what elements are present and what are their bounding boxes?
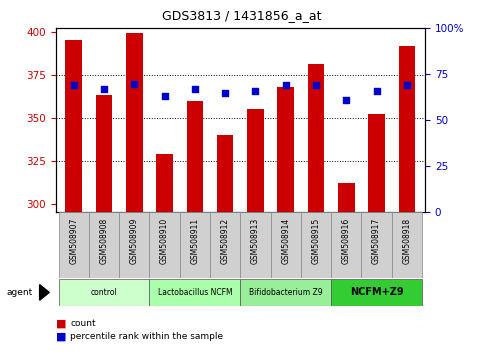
- Text: NCFM+Z9: NCFM+Z9: [350, 287, 403, 297]
- Point: [282, 82, 290, 88]
- Text: GSM508912: GSM508912: [221, 218, 229, 264]
- Text: GSM508909: GSM508909: [130, 218, 139, 264]
- Text: agent: agent: [6, 288, 32, 297]
- Point: [403, 82, 411, 88]
- Polygon shape: [40, 285, 49, 300]
- Point: [70, 82, 78, 88]
- Point: [100, 86, 108, 92]
- Point: [373, 88, 381, 94]
- Point: [342, 97, 350, 103]
- Bar: [58, 212, 89, 278]
- Text: GSM508916: GSM508916: [342, 218, 351, 264]
- Text: ■: ■: [56, 319, 66, 329]
- Bar: [58, 279, 149, 306]
- Text: Lactobacillus NCFM: Lactobacillus NCFM: [157, 288, 232, 297]
- Text: GSM508918: GSM508918: [402, 218, 412, 264]
- Bar: [277, 87, 294, 212]
- Bar: [331, 212, 361, 278]
- Bar: [119, 212, 149, 278]
- Bar: [241, 279, 331, 306]
- Bar: [217, 135, 233, 212]
- Text: GSM508914: GSM508914: [281, 218, 290, 264]
- Bar: [331, 279, 422, 306]
- Text: GSM508907: GSM508907: [69, 218, 78, 264]
- Bar: [149, 212, 180, 278]
- Bar: [65, 40, 82, 212]
- Text: GSM508911: GSM508911: [190, 218, 199, 264]
- Text: count: count: [70, 319, 96, 329]
- Text: GDS3813 / 1431856_a_at: GDS3813 / 1431856_a_at: [162, 9, 321, 22]
- Point: [312, 82, 320, 88]
- Bar: [89, 212, 119, 278]
- Bar: [398, 46, 415, 212]
- Bar: [96, 96, 113, 212]
- Text: Bifidobacterium Z9: Bifidobacterium Z9: [249, 288, 323, 297]
- Bar: [392, 212, 422, 278]
- Bar: [186, 101, 203, 212]
- Text: GSM508908: GSM508908: [99, 218, 109, 264]
- Bar: [270, 212, 301, 278]
- Bar: [241, 212, 270, 278]
- Text: GSM508915: GSM508915: [312, 218, 321, 264]
- Text: GSM508910: GSM508910: [160, 218, 169, 264]
- Text: GSM508913: GSM508913: [251, 218, 260, 264]
- Bar: [210, 212, 241, 278]
- Point: [191, 86, 199, 92]
- Bar: [156, 154, 173, 212]
- Point: [221, 90, 229, 96]
- Bar: [301, 212, 331, 278]
- Bar: [361, 212, 392, 278]
- Text: percentile rank within the sample: percentile rank within the sample: [70, 332, 223, 341]
- Bar: [338, 183, 355, 212]
- Bar: [308, 64, 325, 212]
- Bar: [126, 34, 142, 212]
- Bar: [368, 114, 385, 212]
- Text: control: control: [91, 288, 117, 297]
- Text: ■: ■: [56, 331, 66, 341]
- Point: [130, 81, 138, 86]
- Bar: [149, 279, 241, 306]
- Point: [252, 88, 259, 94]
- Bar: [247, 109, 264, 212]
- Point: [161, 93, 169, 99]
- Bar: [180, 212, 210, 278]
- Text: GSM508917: GSM508917: [372, 218, 381, 264]
